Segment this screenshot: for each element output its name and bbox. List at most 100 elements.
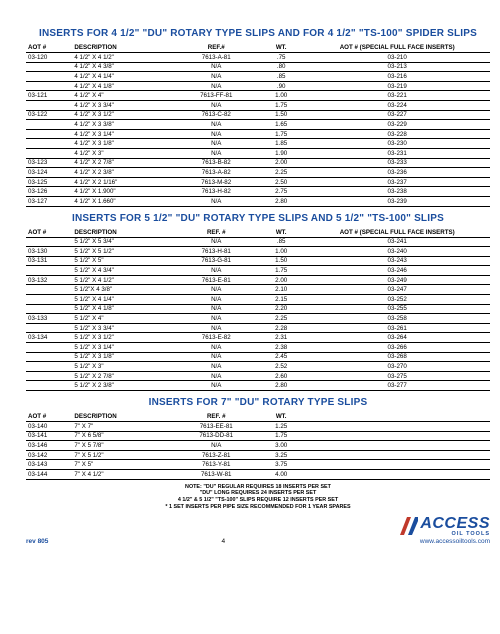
table-cell: 03-246 xyxy=(304,266,490,276)
table-cell: 1.75 xyxy=(258,129,304,139)
table-cell xyxy=(26,304,72,314)
table-cell: N/A xyxy=(174,129,258,139)
table-header: WT. xyxy=(258,228,304,238)
table-cell: 3.75 xyxy=(258,460,304,470)
table-header: WT. xyxy=(258,412,304,422)
table-cell: N/A xyxy=(174,371,258,381)
table-cell: N/A xyxy=(174,343,258,353)
table-row: 5 1/2" X 4 1/4"N/A2.1503-252 xyxy=(26,295,490,305)
table-cell: 3.00 xyxy=(258,441,304,451)
table-row: 4 1/2" X 3 3/4"N/A1.7503-224 xyxy=(26,100,490,110)
table-cell: 2.31 xyxy=(258,333,304,343)
note-line: * 1 SET INSERTS PER PIPE SIZE RECOMMENDE… xyxy=(26,504,490,511)
section-title: INSERTS FOR 4 1/2" "DU" ROTARY TYPE SLIP… xyxy=(26,28,490,39)
table-cell: 03-233 xyxy=(304,158,490,168)
table-cell: 03-266 xyxy=(304,343,490,353)
table-cell xyxy=(26,237,72,247)
table-cell: 1.75 xyxy=(258,100,304,110)
brand-block: ACCESS OIL TOOLS www.accessoiltools.com xyxy=(398,517,490,545)
table-cell: 03-231 xyxy=(304,148,490,158)
table-row: 5 1/2" X 2 3/8"N/A2.8003-277 xyxy=(26,381,490,391)
table-cell: 03-258 xyxy=(304,314,490,324)
table-row: 4 1/2" X 4 1/8"N/A.9003-219 xyxy=(26,81,490,91)
table-cell xyxy=(26,285,72,295)
table-cell: 4 1/2" X 4 1/8" xyxy=(72,81,174,91)
table-cell: 4 1/2" X 2 7/8" xyxy=(72,158,174,168)
brand-subtitle: OIL TOOLS xyxy=(420,531,490,537)
table-cell: N/A xyxy=(174,295,258,305)
table-cell: 2.38 xyxy=(258,343,304,353)
table-cell: 03-224 xyxy=(304,100,490,110)
table-row: 4 1/2" X 4 3/8"N/A.8003-213 xyxy=(26,62,490,72)
table-cell: 1.25 xyxy=(258,422,304,432)
table-cell: 03-146 xyxy=(26,441,72,451)
table-cell: 2.28 xyxy=(258,323,304,333)
table-cell: N/A xyxy=(174,323,258,333)
page-footer: rev 805 4 ACCESS OIL TOOLS www.accessoil… xyxy=(26,517,490,545)
table-cell: 03-219 xyxy=(304,81,490,91)
table-header: AOT # xyxy=(26,412,72,422)
table-cell: 5 1/2"X 4 3/8" xyxy=(72,285,174,295)
table-cell: 7613-W-81 xyxy=(174,469,258,479)
table-cell: 1.00 xyxy=(258,247,304,257)
table-row: 03-1447" X 4 1/2"7613-W-814.00 xyxy=(26,469,490,479)
table-cell: 2.00 xyxy=(258,275,304,285)
table-cell: 03-230 xyxy=(304,139,490,149)
table-cell: N/A xyxy=(174,120,258,130)
table-row: 5 1/2" X 3 1/8"N/A2.4503-268 xyxy=(26,352,490,362)
table-cell: 5 1/2" X 4" xyxy=(72,314,174,324)
table-row: 03-1234 1/2" X 2 7/8"7613-B-822.0003-233 xyxy=(26,158,490,168)
table-cell: 1.75 xyxy=(258,266,304,276)
table-cell: 7613-G-81 xyxy=(174,256,258,266)
table-cell: 5 1/2" X 4 1/8" xyxy=(72,304,174,314)
table-cell: 03-142 xyxy=(26,450,72,460)
note-line: 4 1/2" & 5 1/2" "TS-100" SLIPS REQUIRE 1… xyxy=(26,497,490,504)
table-cell xyxy=(304,422,490,432)
table-cell: 4 1/2" X 3" xyxy=(72,148,174,158)
table-cell: 2.80 xyxy=(258,381,304,391)
table-cell: N/A xyxy=(174,148,258,158)
table-cell: 1.85 xyxy=(258,139,304,149)
table-cell xyxy=(26,362,72,372)
table-cell: 03-126 xyxy=(26,187,72,197)
note-line: NOTE: "DU" REGULAR REQUIRES 18 INSERTS P… xyxy=(26,484,490,491)
table-cell: 03-268 xyxy=(304,352,490,362)
table-cell: 1.75 xyxy=(258,431,304,441)
table-cell: 5 1/2" X 5 3/4" xyxy=(72,237,174,247)
table-cell: 7" X 5" xyxy=(72,460,174,470)
table-cell: 2.50 xyxy=(258,177,304,187)
table-cell: 7" X 5 7/8" xyxy=(72,441,174,451)
table-cell: 5 1/2" X 5 1/2" xyxy=(72,247,174,257)
table-cell: N/A xyxy=(174,139,258,149)
note-line: "DU" LONG REQUIRES 24 INSERTS PER SET xyxy=(26,490,490,497)
table-cell: 03-221 xyxy=(304,91,490,101)
table-cell: 4 1/2" X 2 1/16" xyxy=(72,177,174,187)
table-cell: 03-270 xyxy=(304,362,490,372)
table-cell: 03-277 xyxy=(304,381,490,391)
table-cell: 03-264 xyxy=(304,333,490,343)
table-cell: 2.60 xyxy=(258,371,304,381)
table-cell: 4 1/2" X 1.660" xyxy=(72,196,174,206)
inserts-table: AOT #DESCRIPTIONREF. #WT.03-1407" X 7"76… xyxy=(26,412,490,480)
table-cell: 4 1/2" X 3 3/8" xyxy=(72,120,174,130)
table-cell xyxy=(26,72,72,82)
table-cell: 4 1/2" X 4" xyxy=(72,91,174,101)
table-row: 4 1/2" X 3 1/4"N/A1.7503-228 xyxy=(26,129,490,139)
table-cell: 2.10 xyxy=(258,285,304,295)
table-cell: 7" X 4 1/2" xyxy=(72,469,174,479)
table-cell: 03-123 xyxy=(26,158,72,168)
table-cell: 2.25 xyxy=(258,168,304,178)
table-row: 03-1254 1/2" X 2 1/16"7613-M-822.5003-23… xyxy=(26,177,490,187)
table-cell: 7" X 7" xyxy=(72,422,174,432)
table-row: 03-1264 1/2" X 1.900"7613-H-822.7503-238 xyxy=(26,187,490,197)
table-cell: 4 1/2" X 3 3/4" xyxy=(72,100,174,110)
table-cell: 7613-A-82 xyxy=(174,168,258,178)
table-row: 5 1/2" X 3"N/A2.5203-270 xyxy=(26,362,490,372)
table-cell: 1.65 xyxy=(258,120,304,130)
table-cell: N/A xyxy=(174,314,258,324)
inserts-table: AOT #DESCRIPTIONREF. #WT.AOT # (SPECIAL … xyxy=(26,228,490,392)
table-cell: 5 1/2" X 3 1/2" xyxy=(72,333,174,343)
table-cell: 03-239 xyxy=(304,196,490,206)
table-cell: 2.52 xyxy=(258,362,304,372)
table-cell: 5 1/2" X 3 1/8" xyxy=(72,352,174,362)
